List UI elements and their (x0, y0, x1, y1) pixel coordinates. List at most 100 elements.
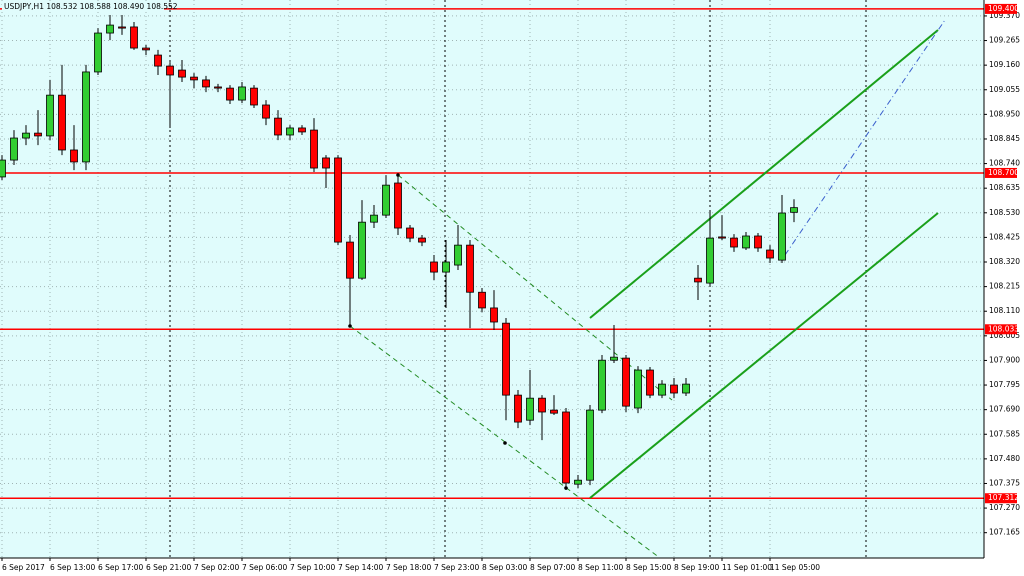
candle-body (190, 76, 198, 81)
y-tick-label: 108.740 (989, 159, 1020, 168)
candle-body (562, 411, 570, 484)
level-label: 109.400 (988, 4, 1019, 13)
candle-body (406, 227, 414, 239)
candle-body (46, 94, 54, 137)
y-tick-label: 107.270 (989, 503, 1020, 512)
candle-body (754, 235, 762, 249)
anchor-dot (396, 173, 400, 177)
y-tick-label: 107.480 (989, 454, 1020, 463)
x-tick-label: 6 Sep 13:00 (50, 563, 96, 572)
y-tick-label: 109.370 (989, 11, 1020, 20)
x-tick-label: 7 Sep 14:00 (338, 563, 384, 572)
x-tick-label: 11 Sep 01:00 (722, 563, 772, 572)
candle-body (538, 397, 546, 413)
candle-body (310, 129, 318, 169)
candle-body (250, 87, 258, 106)
candle-body (142, 47, 150, 51)
candle-body (286, 127, 294, 136)
candle-body (514, 394, 522, 423)
candle-body (658, 383, 666, 396)
candle-body (322, 157, 330, 169)
candle-body (82, 71, 90, 163)
candle-body (610, 356, 618, 361)
candle-body (370, 214, 378, 223)
y-tick-label: 109.055 (989, 85, 1020, 94)
y-tick-label: 108.845 (989, 134, 1020, 143)
candle-body (382, 184, 390, 216)
candle-body (298, 127, 306, 133)
candle-body (730, 237, 738, 248)
candle-body (526, 397, 534, 421)
y-tick-label: 108.320 (989, 257, 1020, 266)
plot-area (0, 0, 984, 558)
anchor-dot (348, 324, 352, 328)
level-label: 108.700 (988, 168, 1019, 177)
candle-body (238, 86, 246, 101)
y-tick-label: 108.215 (989, 282, 1020, 291)
candle-body (202, 79, 210, 88)
candle-body (118, 26, 126, 29)
y-tick-label: 107.585 (989, 429, 1020, 438)
candle-body (682, 383, 690, 394)
period-separators (169, 0, 867, 558)
candle-body (466, 244, 474, 293)
level-tag (985, 3, 1017, 14)
candle-body (550, 409, 558, 414)
y-tick-label: 107.165 (989, 528, 1020, 537)
candle-body (22, 132, 30, 139)
candle-body (706, 237, 714, 284)
candle-body (502, 322, 510, 396)
candle-body (778, 212, 786, 261)
x-tick-label: 7 Sep 18:00 (386, 563, 432, 572)
candle-body (718, 236, 726, 239)
candle-body (70, 149, 78, 163)
x-tick-label: 7 Sep 06:00 (242, 563, 288, 572)
candle-body (358, 221, 366, 279)
candle-body (574, 479, 582, 485)
level-tag (985, 167, 1017, 178)
y-tick-label: 107.900 (989, 355, 1020, 364)
grid (0, 0, 984, 558)
x-tick-label: 7 Sep 23:00 (434, 563, 480, 572)
candle-body (394, 182, 402, 229)
candle-body (226, 87, 234, 101)
candle-body (586, 409, 594, 481)
anchor-dot (503, 441, 507, 445)
x-tick-label: 7 Sep 02:00 (194, 563, 240, 572)
level-label: 107.312 (988, 493, 1019, 502)
candle-body (430, 261, 438, 273)
y-tick-label: 109.160 (989, 60, 1020, 69)
candle-body (622, 357, 630, 407)
y-tick-label: 108.635 (989, 183, 1020, 192)
y-tick-label: 107.795 (989, 380, 1020, 389)
candle-body (418, 237, 426, 243)
candle-body (442, 261, 450, 273)
level-tag (985, 324, 1017, 335)
candle-body (0, 159, 6, 178)
y-tick-label: 107.375 (989, 478, 1020, 487)
x-tick-label: 8 Sep 19:00 (674, 563, 720, 572)
candle-body (634, 369, 642, 409)
projection-line (784, 19, 946, 256)
candle-body (214, 86, 222, 89)
x-tick-label: 8 Sep 15:00 (626, 563, 672, 572)
y-tick-label: 109.265 (989, 36, 1020, 45)
x-tick-label: 8 Sep 11:00 (578, 563, 624, 572)
candles (0, 14, 798, 491)
candle-body (154, 54, 162, 67)
level-label: 108.033 (988, 324, 1019, 333)
candle-body (166, 65, 174, 76)
candle-body (34, 132, 42, 137)
candle-body (58, 94, 66, 151)
candle-body (490, 307, 498, 323)
y-tick-label: 108.110 (989, 306, 1020, 315)
candle-body (10, 137, 18, 161)
x-tick-label: 7 Sep 10:00 (290, 563, 336, 572)
y-tick-label: 108.425 (989, 232, 1020, 241)
candle-body (346, 241, 354, 279)
candle-body (262, 104, 270, 119)
labels: 109.370 109.265 109.160 109.055 108.950 108.8… (1, 3, 1020, 572)
candle-body (106, 24, 114, 34)
y-tick-label: 108.005 (989, 331, 1020, 340)
